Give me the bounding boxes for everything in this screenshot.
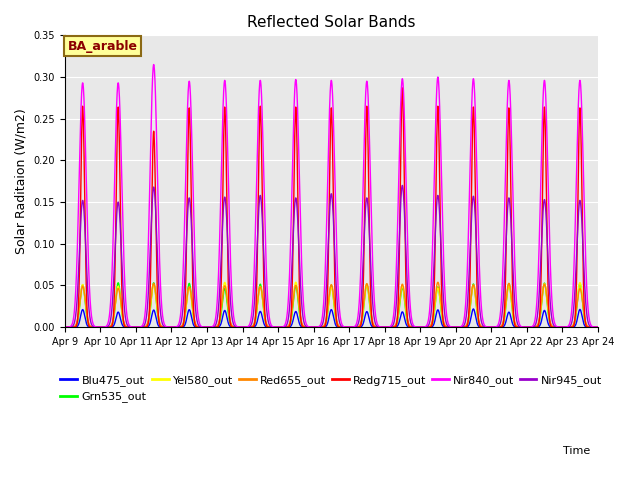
Grn535_out bbox=[115, 280, 122, 286]
Nir840_out bbox=[150, 61, 157, 67]
Grn535_out bbox=[584, 324, 591, 329]
Redg715_out bbox=[61, 324, 68, 330]
Line: Nir945_out: Nir945_out bbox=[65, 185, 598, 327]
Red655_out bbox=[584, 323, 591, 329]
Yel580_out bbox=[292, 279, 300, 285]
Blu475_out bbox=[594, 324, 602, 330]
Line: Blu475_out: Blu475_out bbox=[65, 309, 598, 327]
Grn535_out bbox=[61, 324, 68, 330]
Yel580_out bbox=[122, 324, 129, 329]
Nir840_out bbox=[584, 294, 591, 300]
Line: Yel580_out: Yel580_out bbox=[65, 282, 598, 327]
Redg715_out bbox=[526, 324, 534, 330]
Nir945_out bbox=[526, 324, 534, 330]
Nir945_out bbox=[122, 316, 129, 322]
Redg715_out bbox=[122, 324, 129, 330]
Text: Time: Time bbox=[563, 445, 591, 456]
Nir840_out bbox=[154, 173, 161, 179]
Grn535_out bbox=[289, 308, 296, 314]
Grn535_out bbox=[594, 324, 602, 330]
Redg715_out bbox=[154, 287, 161, 292]
Blu475_out bbox=[122, 324, 129, 330]
Line: Redg715_out: Redg715_out bbox=[65, 88, 598, 327]
Red655_out bbox=[122, 323, 129, 329]
Blu475_out bbox=[526, 324, 534, 330]
Line: Grn535_out: Grn535_out bbox=[65, 283, 598, 327]
Y-axis label: Solar Raditaion (W/m2): Solar Raditaion (W/m2) bbox=[15, 108, 28, 254]
Grn535_out bbox=[154, 310, 161, 316]
Red655_out bbox=[289, 305, 296, 311]
Nir840_out bbox=[289, 167, 296, 172]
Nir945_out bbox=[594, 324, 602, 330]
Redg715_out bbox=[399, 85, 406, 91]
Nir945_out bbox=[154, 249, 161, 254]
Nir840_out bbox=[526, 324, 534, 330]
Legend: Blu475_out, Grn535_out, Yel580_out, Red655_out, Redg715_out, Nir840_out, Nir945_: Blu475_out, Grn535_out, Yel580_out, Red6… bbox=[56, 371, 607, 407]
Red655_out bbox=[594, 324, 602, 330]
Red655_out bbox=[266, 324, 273, 330]
Redg715_out bbox=[584, 324, 591, 330]
Yel580_out bbox=[584, 323, 591, 329]
Red655_out bbox=[526, 324, 534, 330]
Yel580_out bbox=[154, 307, 161, 312]
Nir945_out bbox=[266, 322, 273, 327]
Yel580_out bbox=[266, 324, 273, 330]
Blu475_out bbox=[154, 320, 161, 326]
Blu475_out bbox=[470, 306, 477, 312]
Title: Reflected Solar Bands: Reflected Solar Bands bbox=[247, 15, 415, 30]
Yel580_out bbox=[594, 324, 602, 330]
Line: Red655_out: Red655_out bbox=[65, 282, 598, 327]
Redg715_out bbox=[594, 324, 602, 330]
Nir945_out bbox=[61, 324, 68, 330]
Blu475_out bbox=[266, 324, 273, 330]
Yel580_out bbox=[289, 306, 296, 312]
Blu475_out bbox=[289, 320, 296, 326]
Grn535_out bbox=[266, 324, 273, 330]
Red655_out bbox=[154, 304, 161, 310]
Redg715_out bbox=[266, 324, 273, 330]
Grn535_out bbox=[122, 324, 130, 330]
Grn535_out bbox=[526, 324, 534, 330]
Nir945_out bbox=[399, 182, 406, 188]
Text: BA_arable: BA_arable bbox=[68, 39, 138, 52]
Yel580_out bbox=[61, 324, 68, 330]
Nir840_out bbox=[122, 297, 129, 303]
Nir945_out bbox=[289, 254, 296, 260]
Blu475_out bbox=[584, 324, 591, 330]
Nir945_out bbox=[584, 315, 591, 321]
Nir840_out bbox=[594, 324, 602, 330]
Redg715_out bbox=[289, 282, 296, 288]
Red655_out bbox=[61, 324, 68, 330]
Nir840_out bbox=[61, 324, 68, 330]
Blu475_out bbox=[61, 324, 68, 330]
Line: Nir840_out: Nir840_out bbox=[65, 64, 598, 327]
Red655_out bbox=[434, 279, 442, 285]
Yel580_out bbox=[526, 324, 534, 330]
Nir840_out bbox=[266, 315, 273, 321]
